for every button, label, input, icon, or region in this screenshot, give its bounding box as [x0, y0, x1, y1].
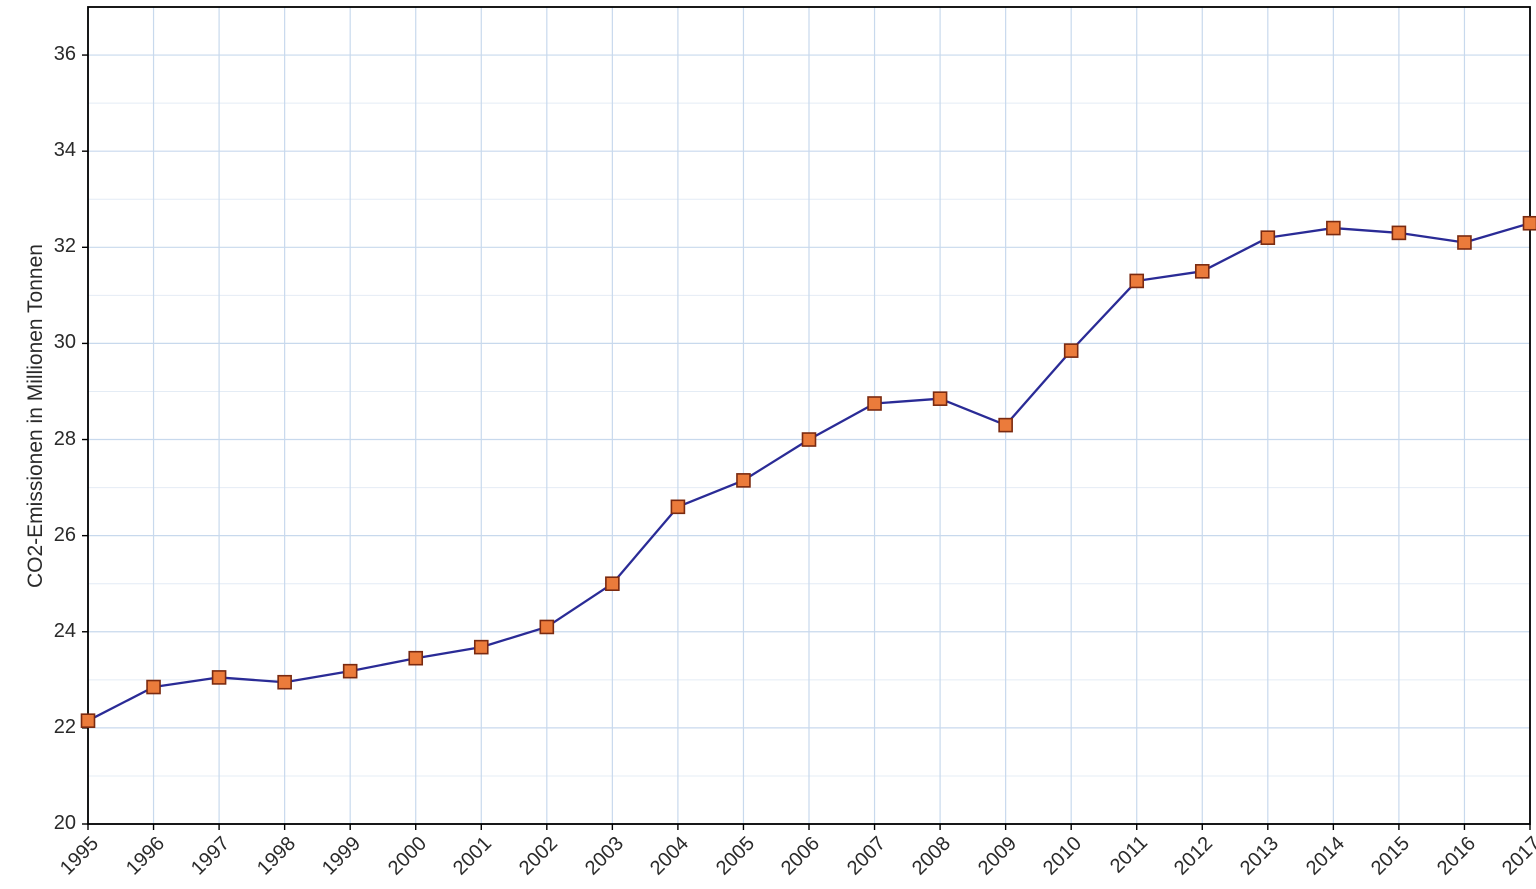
data-marker: [475, 641, 488, 654]
data-marker: [1196, 265, 1209, 278]
data-marker: [213, 671, 226, 684]
data-marker: [1392, 226, 1405, 239]
co2-line-chart: 202224262830323436CO2-Emissionen in Mill…: [0, 0, 1536, 889]
data-marker: [934, 392, 947, 405]
data-marker: [868, 397, 881, 410]
data-marker: [1524, 217, 1536, 230]
data-marker: [147, 681, 160, 694]
data-marker: [606, 577, 619, 590]
data-marker: [1261, 231, 1274, 244]
data-marker: [1458, 236, 1471, 249]
y-tick-label: 22: [36, 716, 76, 739]
data-marker: [278, 676, 291, 689]
y-axis-title: CO2-Emissionen in Millionen Tonnen: [24, 244, 48, 588]
y-tick-label: 20: [36, 812, 76, 835]
data-marker: [803, 433, 816, 446]
y-tick-label: 34: [36, 139, 76, 162]
y-tick-label: 36: [36, 43, 76, 66]
data-marker: [82, 714, 95, 727]
data-marker: [540, 620, 553, 633]
data-marker: [344, 665, 357, 678]
data-marker: [999, 419, 1012, 432]
data-marker: [409, 652, 422, 665]
data-marker: [1065, 344, 1078, 357]
data-marker: [737, 474, 750, 487]
data-marker: [1327, 222, 1340, 235]
data-marker: [1130, 274, 1143, 287]
chart-svg: [0, 0, 1536, 889]
y-tick-label: 24: [36, 620, 76, 643]
data-marker: [671, 500, 684, 513]
